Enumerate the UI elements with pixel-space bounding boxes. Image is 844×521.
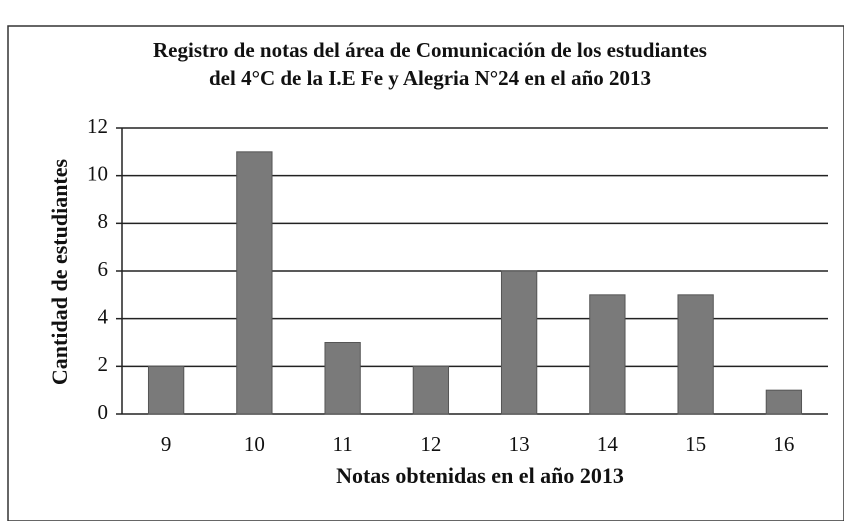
x-tick-label: 13 — [509, 432, 530, 456]
chart-frame — [7, 25, 844, 521]
bar — [677, 294, 714, 415]
y-tick-label: 0 — [98, 400, 109, 424]
y-axis-label: Cantidad de estudiantes — [47, 158, 72, 385]
bar — [412, 365, 450, 415]
y-tick-label: 6 — [98, 257, 109, 281]
chart-title-line: Registro de notas del área de Comunicaci… — [153, 38, 707, 62]
x-tick-label: 11 — [333, 432, 353, 456]
x-tick-label: 9 — [161, 432, 172, 456]
x-tick-label: 10 — [244, 432, 265, 456]
bar — [324, 342, 361, 415]
y-tick-label: 12 — [87, 114, 108, 138]
x-axis-label: Notas obtenidas en el año 2013 — [336, 463, 624, 488]
y-tick-label: 10 — [87, 161, 108, 185]
x-tick-label: 12 — [420, 432, 441, 456]
bar — [589, 294, 626, 415]
x-tick-label: 15 — [685, 432, 706, 456]
y-tick-label: 8 — [98, 209, 109, 233]
chart-title-line: del 4°C de la I.E Fe y Alegria N°24 en e… — [209, 66, 651, 90]
bar — [147, 365, 185, 415]
y-tick-label: 4 — [98, 304, 109, 328]
x-tick-label: 16 — [773, 432, 794, 456]
x-tick-label: 14 — [597, 432, 619, 456]
bar — [765, 389, 803, 415]
bar — [500, 270, 538, 415]
bar — [236, 151, 273, 415]
y-tick-label: 2 — [98, 352, 109, 376]
